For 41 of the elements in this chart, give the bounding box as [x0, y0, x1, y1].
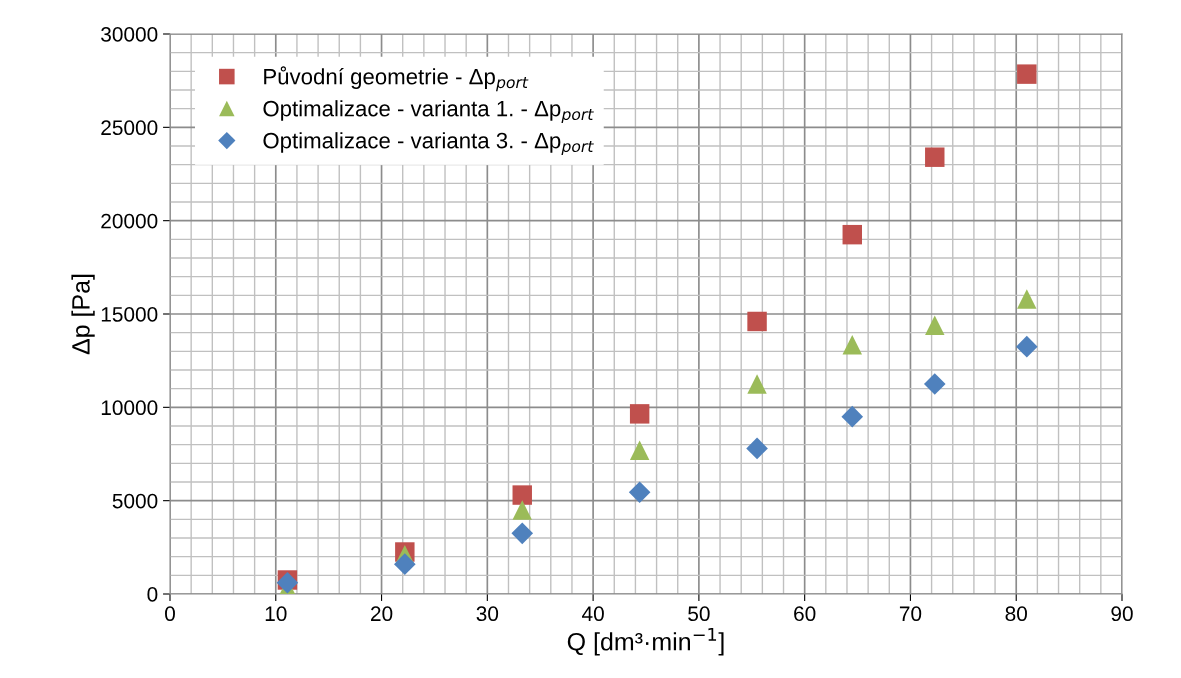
- x-tick-label: 90: [1111, 606, 1133, 622]
- x-tick-label: 0: [165, 606, 175, 622]
- legend-label: Optimalizace - varianta 1. - Δp$_{port}$: [263, 100, 594, 124]
- y-tick-label: 20000: [101, 213, 158, 229]
- y-tick-label: 30000: [101, 27, 158, 42]
- point: [629, 404, 650, 424]
- point: [842, 335, 862, 355]
- y-tick-label: 5000: [112, 493, 158, 509]
- y-axis-title: Δp [Pa]: [71, 274, 95, 355]
- x-tick-label: 70: [899, 606, 922, 622]
- point: [1016, 335, 1038, 358]
- point: [628, 481, 651, 504]
- x-tick-label: 10: [265, 606, 287, 622]
- point: [747, 374, 767, 394]
- point: [842, 224, 862, 245]
- x-tick-label: 20: [371, 606, 393, 622]
- y-tick-label: 15000: [101, 307, 158, 322]
- y-tick-label: 10000: [101, 400, 158, 416]
- point: [746, 437, 768, 460]
- point: [925, 315, 945, 335]
- legend-label: Původní geometrie - Δp$_{port}$: [264, 66, 529, 92]
- point: [512, 485, 532, 505]
- point: [747, 311, 767, 332]
- y-tick-label: 0: [147, 587, 158, 602]
- x-tick-label: 50: [688, 606, 710, 622]
- point: [1017, 64, 1037, 84]
- y-tick-label: 25000: [101, 120, 158, 136]
- x-axis-title: Q [dm³·min$^{−1}$]: [567, 628, 724, 656]
- x-tick-label: 60: [794, 606, 816, 622]
- point: [394, 553, 416, 575]
- point: [925, 147, 945, 167]
- point: [923, 373, 946, 395]
- x-tick-label: 30: [476, 606, 499, 622]
- point: [511, 522, 534, 545]
- point: [512, 500, 532, 520]
- legend-label: Optimalizace - varianta 3. - Δp$_{port}$: [263, 132, 594, 156]
- point: [841, 405, 864, 428]
- x-tick-label: 40: [582, 606, 604, 622]
- point: [629, 440, 650, 460]
- x-tick-label: 80: [1005, 606, 1027, 622]
- point: [1017, 289, 1037, 309]
